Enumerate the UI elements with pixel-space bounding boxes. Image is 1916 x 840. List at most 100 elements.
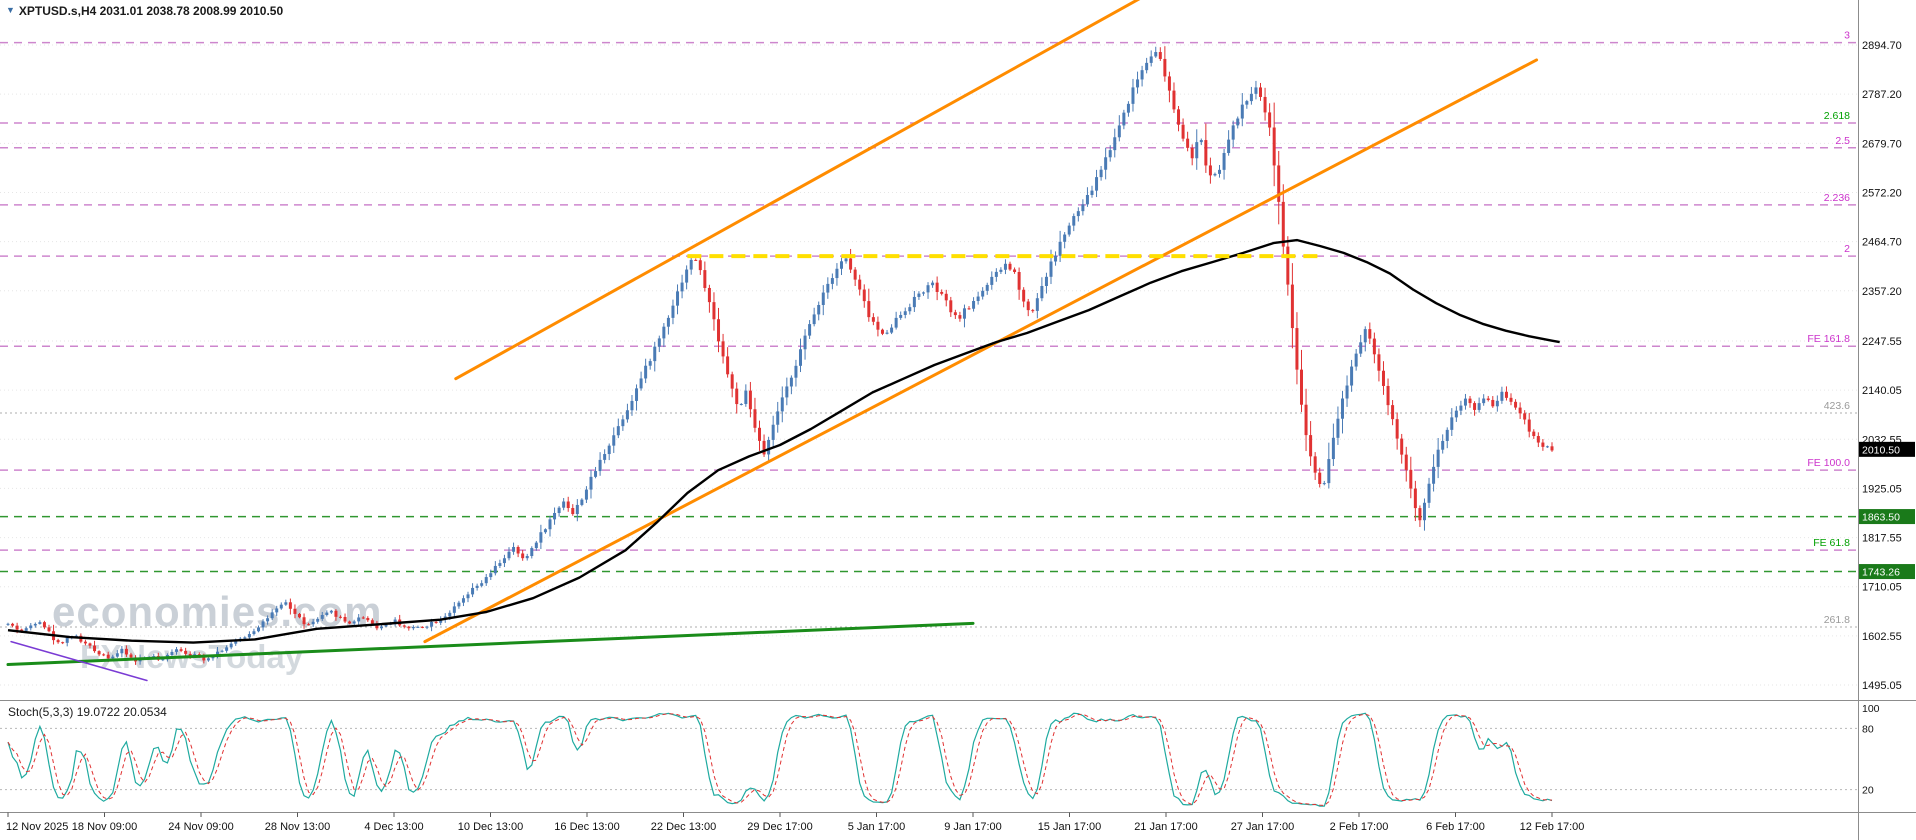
candle-body [229,643,233,648]
candle-body [1067,225,1071,235]
candle-body [630,400,634,411]
current-price-tag: 2010.50 [1862,444,1900,456]
candle-body [625,410,629,420]
candle-body [1259,87,1263,97]
candle-body [1013,269,1017,273]
candle-body [61,642,65,644]
candle-body [29,625,33,629]
stoch-d-line[interactable] [7,713,1553,807]
candle-body [184,650,188,654]
candle-body [88,643,92,646]
candle-body [1090,190,1094,195]
candle-body [247,634,251,638]
candle-body [93,645,97,652]
time-axis[interactable]: 12 Nov 2025 18 Nov 09:00 24 Nov 09:00 28 No… [6,812,1584,834]
candle-body [461,598,465,603]
candle-body [603,454,607,460]
candle-body [594,471,598,477]
ma-line[interactable] [7,238,1560,644]
candle-body [179,649,183,651]
candle-body [83,641,87,644]
time-axis-label: 10 Dec 13:00 [458,821,523,833]
moving-average-line[interactable] [7,238,1560,644]
candle-body [1181,124,1185,139]
candle-body [589,476,593,490]
candle-body [1400,438,1404,455]
candle-body [1541,442,1545,447]
candle-body [726,356,730,375]
candle-body [1254,87,1258,94]
candle-body [744,390,748,404]
stoch-k-line[interactable] [7,712,1553,807]
candle-body [202,656,206,661]
candle-body [393,619,397,624]
candle-body [981,290,985,297]
candle-body [894,317,898,328]
candle-body [1117,125,1121,138]
candle-body [357,617,361,622]
candle-body [553,512,557,520]
candle-body [876,321,880,330]
stoch-axis-label: 80 [1862,723,1874,735]
stochastic-label: Stoch(5,3,3) 19.0722 20.0534 [8,705,167,719]
fib-label: FE 100.0 [1807,457,1850,469]
candle-body [1313,456,1317,473]
stoch-axis-label: 100 [1862,703,1880,715]
candle-body [1381,370,1385,386]
green-support-line[interactable] [6,621,975,667]
candle-body [1463,398,1467,406]
chart-title-text: XPTUSD.s,H4 2031.01 2038.78 2008.99 2010… [18,4,284,18]
candle-body [1017,272,1021,290]
candle-body [940,291,944,294]
candle-body [1249,93,1253,102]
candle-body [471,587,475,595]
candle-body [776,411,780,425]
candle-body [817,304,821,315]
purple-minor-line[interactable] [10,640,148,682]
candle-body [612,435,616,446]
candle-body [102,654,106,656]
gray-level-label: 423.6 [1824,400,1850,412]
candle-body [666,317,670,327]
candle-body [1391,405,1395,420]
candle-body [1514,401,1518,408]
fib-label: 3 [1844,30,1850,42]
candle-body [1432,466,1436,484]
current-price-tag-bg [1859,441,1915,457]
candle-body [748,390,752,410]
candle-body [1177,109,1181,125]
trendlines[interactable] [6,0,1539,682]
candle-body [33,623,37,626]
fibonacci-levels[interactable]: 3 2.618 2.5 2.236 2 FE 161.8 FE 100.0 FE 61.8 42… [0,30,1858,628]
candle-body [1418,508,1422,521]
candle-body [1022,289,1026,302]
orange-channel-upper[interactable] [454,0,1143,381]
candle-body [466,594,470,599]
candle-body [1195,142,1199,159]
candle-body [288,602,292,609]
candle-body [448,612,452,617]
candle-body [1295,328,1299,370]
candle-body [211,656,215,659]
candle-body [170,651,174,655]
stochastic-plot [0,712,1858,807]
candle-body [11,623,15,626]
time-axis-label: 15 Jan 17:00 [1038,821,1102,833]
candle-body [370,620,374,624]
candle-body [338,616,342,618]
candle-body [780,397,784,412]
candle-body [1536,436,1540,443]
candle-body [849,258,853,270]
candle-body [871,317,875,322]
candle-body [1350,366,1354,386]
orange-channel-lower[interactable] [423,58,1539,644]
candle-body [1213,173,1217,176]
candle-body [1208,165,1212,176]
price-axis[interactable]: 2894.70 2787.20 2679.70 2572.20 2464.70 2357.… [1862,40,1902,797]
candle-body [1190,147,1194,159]
candle-body [999,269,1003,272]
candle-body [921,292,925,294]
candle-body [1054,255,1058,262]
